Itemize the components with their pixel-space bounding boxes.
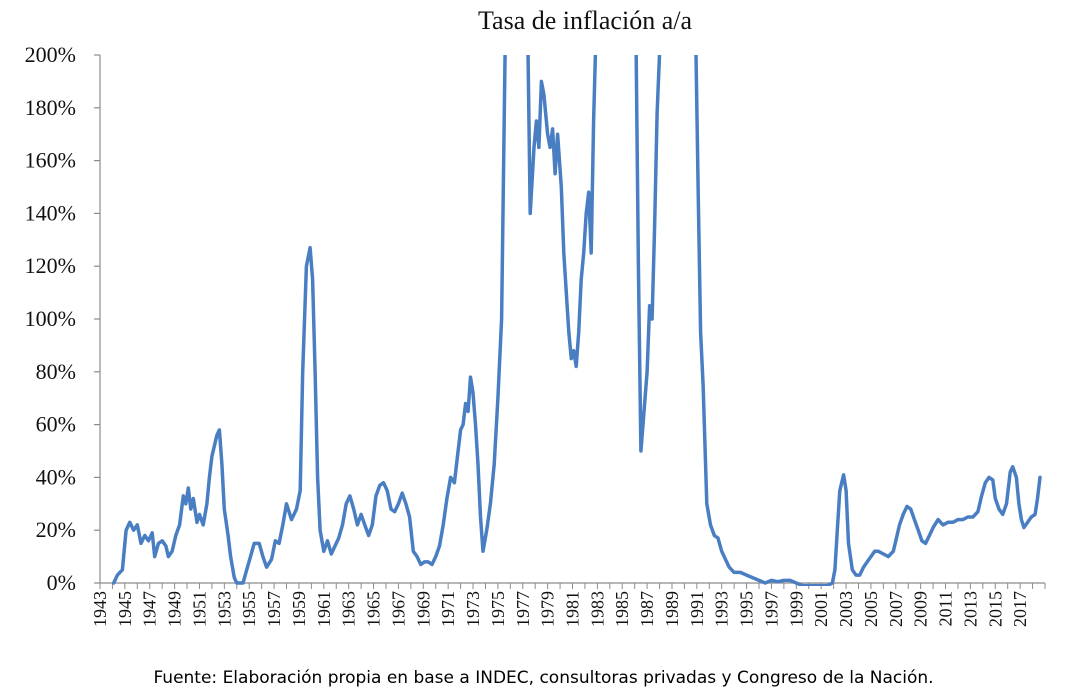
x-tick-label: 1975 [488, 591, 508, 627]
y-tick-label: 60% [36, 412, 76, 437]
x-tick-label: 1953 [214, 591, 234, 627]
chart-title: Tasa de inflación a/a [477, 6, 693, 35]
x-tick-label: 1999 [786, 591, 806, 627]
x-axis-ticks: 1943 1945 1947 1949 1951 1953 1955 1957 1959 1961… [90, 583, 1046, 627]
x-tick-label: 1991 [687, 591, 707, 627]
x-tick-label: 1967 [388, 591, 408, 627]
x-tick-label: 1957 [264, 591, 284, 627]
y-tick-label: 140% [25, 200, 76, 225]
series-line [111, 55, 1042, 586]
source-note: Fuente: Elaboración propia en base a IND… [153, 668, 934, 688]
x-tick-label: 2015 [985, 591, 1005, 627]
x-tick-label: 1955 [239, 591, 259, 627]
x-tick-label: 1981 [563, 591, 583, 627]
x-tick-label: 1945 [115, 591, 135, 627]
x-tick-label: 1949 [165, 591, 185, 627]
x-tick-label: 2013 [960, 591, 980, 627]
x-tick-label: 1959 [289, 591, 309, 627]
x-tick-label: 1993 [712, 591, 732, 627]
x-tick-label: 1947 [140, 591, 160, 627]
y-tick-label: 160% [25, 148, 76, 173]
y-tick-label: 40% [36, 464, 76, 489]
x-tick-label: 1961 [314, 591, 334, 627]
x-tick-label: 1969 [413, 591, 433, 627]
x-tick-label: 2017 [1010, 591, 1030, 627]
x-tick-label: 1987 [637, 591, 657, 627]
x-tick-label: 1943 [90, 591, 110, 627]
y-tick-label: 120% [25, 253, 76, 278]
x-tick-label: 2009 [911, 591, 931, 627]
x-tick-label: 1973 [463, 591, 483, 627]
y-tick-label: 80% [36, 359, 76, 384]
x-tick-label: 1979 [538, 591, 558, 627]
y-tick-label: 200% [25, 42, 76, 67]
y-tick-label: 180% [25, 95, 76, 120]
x-tick-label: 1951 [189, 591, 209, 627]
y-tick-label: 0% [47, 570, 76, 595]
x-tick-label: 1983 [587, 591, 607, 627]
x-tick-label: 2003 [836, 591, 856, 627]
x-tick-label: 1995 [737, 591, 757, 627]
x-tick-label: 2005 [861, 591, 881, 627]
x-tick-label: 1985 [612, 591, 632, 627]
x-tick-label: 2007 [886, 591, 906, 627]
x-tick-label: 2011 [936, 591, 956, 626]
x-tick-label: 1997 [761, 591, 781, 627]
chart-axes [99, 55, 1045, 584]
x-tick-label: 1989 [662, 591, 682, 627]
y-tick-label: 20% [36, 517, 76, 542]
x-tick-label: 1963 [339, 591, 359, 627]
x-tick-label: 1977 [513, 591, 533, 627]
y-tick-label: 100% [25, 306, 76, 331]
series-layer [111, 55, 1042, 586]
x-tick-label: 1971 [438, 591, 458, 627]
x-tick-label: 1965 [364, 591, 384, 627]
x-tick-label: 2001 [811, 591, 831, 627]
y-axis-ticks: 0% 20% 40% 60% 80% 100% 120% 140% 160% 180% 200% [25, 42, 100, 595]
